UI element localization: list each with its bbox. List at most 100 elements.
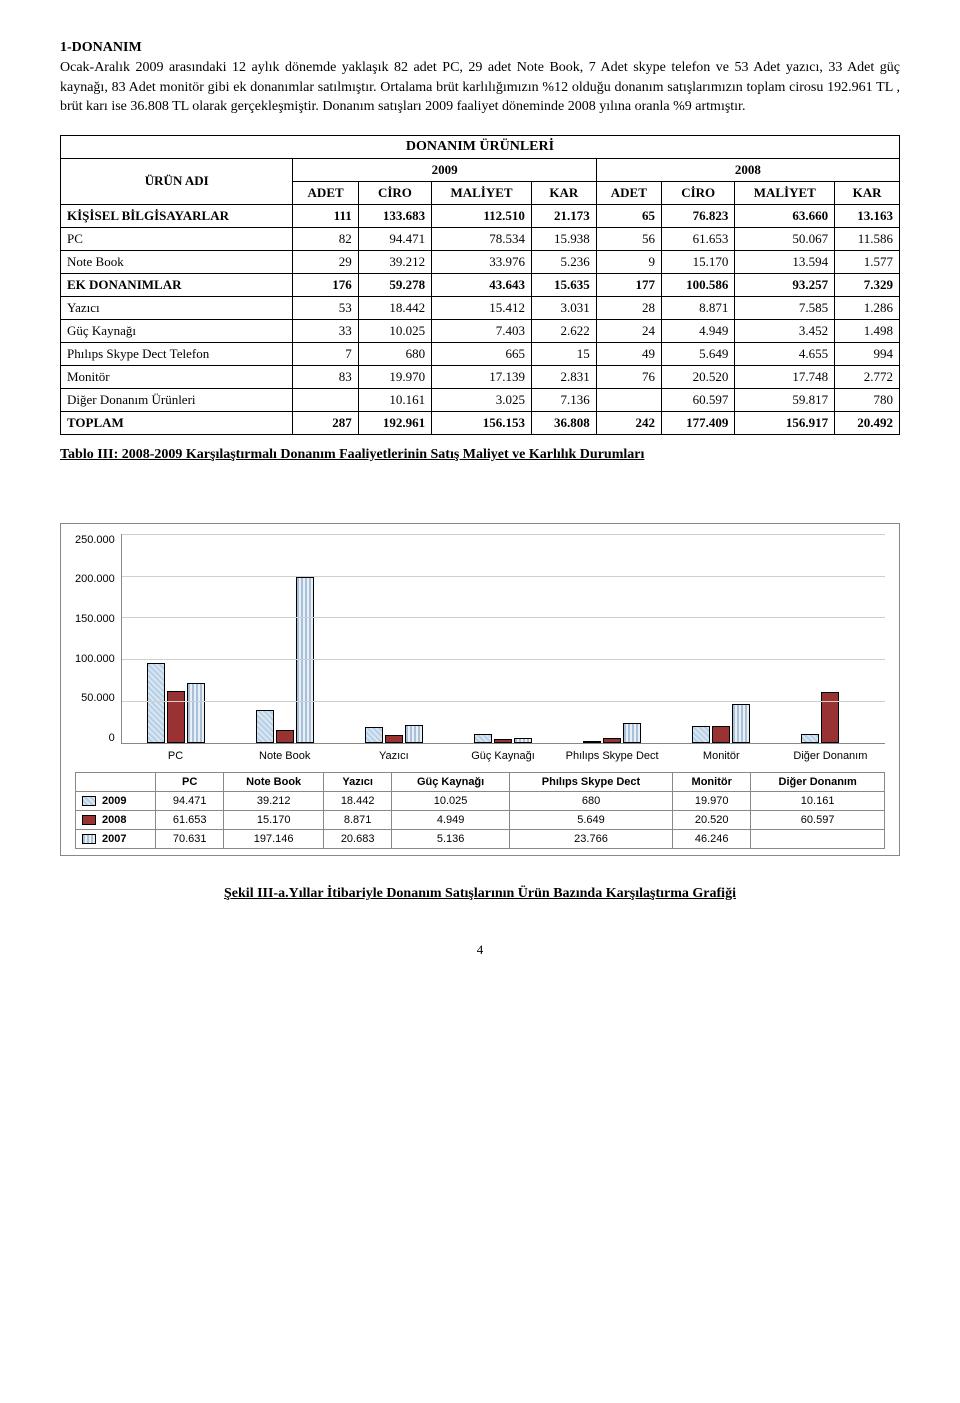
gridline: [122, 659, 885, 660]
gridline: [122, 701, 885, 702]
cell: 112.510: [432, 204, 532, 227]
cell: 78.534: [432, 227, 532, 250]
cell: 94.471: [358, 227, 431, 250]
row-label: KİŞİSEL BİLGİSAYARLAR: [61, 204, 293, 227]
table-row: Monitör8319.97017.1392.8317620.52017.748…: [61, 365, 900, 388]
cell: 5.236: [531, 250, 596, 273]
legend-value: [751, 829, 885, 848]
cell: 15.938: [531, 227, 596, 250]
cell: 11.586: [835, 227, 900, 250]
cell: 20.492: [835, 411, 900, 434]
row-label: Diğer Donanım Ürünleri: [61, 388, 293, 411]
col-product-name: ÜRÜN ADI: [61, 158, 293, 204]
cell: 1.286: [835, 296, 900, 319]
y-tick-label: 150.000: [75, 613, 115, 625]
legend-value: 680: [509, 791, 672, 810]
cell: 36.808: [531, 411, 596, 434]
cell: 60.597: [661, 388, 734, 411]
section-heading: 1-DONANIM: [60, 40, 900, 56]
col-adet-b: ADET: [596, 181, 661, 204]
bar: [187, 683, 205, 742]
bar: [623, 723, 641, 743]
cell: 20.520: [661, 365, 734, 388]
legend-value: 18.442: [323, 791, 391, 810]
legend-value: 46.246: [673, 829, 751, 848]
bar: [276, 730, 294, 743]
legend-value: 94.471: [156, 791, 224, 810]
cell: 83: [293, 365, 358, 388]
legend-col-header: Phılıps Skype Dect: [509, 772, 672, 791]
cell: 3.452: [735, 319, 835, 342]
cell: 53: [293, 296, 358, 319]
bar: [474, 734, 492, 742]
bar: [405, 725, 423, 742]
cell: 33: [293, 319, 358, 342]
cell: 7.585: [735, 296, 835, 319]
cell: 2.622: [531, 319, 596, 342]
cell: 192.961: [358, 411, 431, 434]
legend-value: 5.136: [392, 829, 510, 848]
table-row: Note Book2939.21233.9765.236915.17013.59…: [61, 250, 900, 273]
x-tick-label: Diğer Donanım: [776, 744, 885, 768]
cell: 8.871: [661, 296, 734, 319]
y-tick-label: 100.000: [75, 653, 115, 665]
cell: 2.831: [531, 365, 596, 388]
cell: 1.577: [835, 250, 900, 273]
chart-plot-area: [121, 534, 885, 744]
cell: 43.643: [432, 273, 532, 296]
intro-paragraph: Ocak-Aralık 2009 arasındaki 12 aylık dön…: [60, 58, 900, 117]
legend-value: 20.520: [673, 810, 751, 829]
legend-value: 10.161: [751, 791, 885, 810]
cell: 65: [596, 204, 661, 227]
cell: 59.817: [735, 388, 835, 411]
row-label: Phılıps Skype Dect Telefon: [61, 342, 293, 365]
cell: 994: [835, 342, 900, 365]
cell: 19.970: [358, 365, 431, 388]
row-label: Monitör: [61, 365, 293, 388]
legend-series-label: 2007: [76, 829, 156, 848]
cell: 176: [293, 273, 358, 296]
bar-group: [231, 534, 340, 743]
bar-group: [340, 534, 449, 743]
bar: [712, 726, 730, 743]
cell: 133.683: [358, 204, 431, 227]
table-row: PC8294.47178.53415.9385661.65350.06711.5…: [61, 227, 900, 250]
legend-row: 200861.65315.1708.8714.9495.64920.52060.…: [76, 810, 885, 829]
cell: 680: [358, 342, 431, 365]
gridline: [122, 534, 885, 535]
table-title: DONANIM ÜRÜNLERİ: [61, 135, 900, 158]
x-tick-label: Monitör: [667, 744, 776, 768]
table-row: EK DONANIMLAR17659.27843.64315.635177100…: [61, 273, 900, 296]
legend-col-header: PC: [156, 772, 224, 791]
legend-swatch-icon: [82, 834, 96, 844]
row-label: EK DONANIMLAR: [61, 273, 293, 296]
cell: 111: [293, 204, 358, 227]
cell: 7.136: [531, 388, 596, 411]
gridline: [122, 576, 885, 577]
x-tick-label: Yazıcı: [339, 744, 448, 768]
bar-group: [558, 534, 667, 743]
col-ciro-b: CİRO: [661, 181, 734, 204]
table-caption: Tablo III: 2008-2009 Karşılaştırmalı Don…: [60, 447, 900, 463]
cell: 7.329: [835, 273, 900, 296]
x-tick-label: PC: [121, 744, 230, 768]
cell: 287: [293, 411, 358, 434]
bar: [692, 726, 710, 743]
legend-value: 5.649: [509, 810, 672, 829]
cell: 780: [835, 388, 900, 411]
legend-col-header: Note Book: [224, 772, 324, 791]
cell: 156.917: [735, 411, 835, 434]
row-label: Yazıcı: [61, 296, 293, 319]
chart-x-labels: PCNote BookYazıcıGüç KaynağıPhılıps Skyp…: [121, 744, 885, 768]
bar: [385, 735, 403, 742]
y-tick-label: 50.000: [75, 692, 115, 704]
cell: 76.823: [661, 204, 734, 227]
bar: [494, 739, 512, 743]
bar-chart: 250.000200.000150.000100.00050.0000 PCNo…: [60, 523, 900, 856]
cell: 5.649: [661, 342, 734, 365]
cell: 4.949: [661, 319, 734, 342]
cell: 177: [596, 273, 661, 296]
cell: 156.153: [432, 411, 532, 434]
legend-value: 20.683: [323, 829, 391, 848]
cell: 76: [596, 365, 661, 388]
